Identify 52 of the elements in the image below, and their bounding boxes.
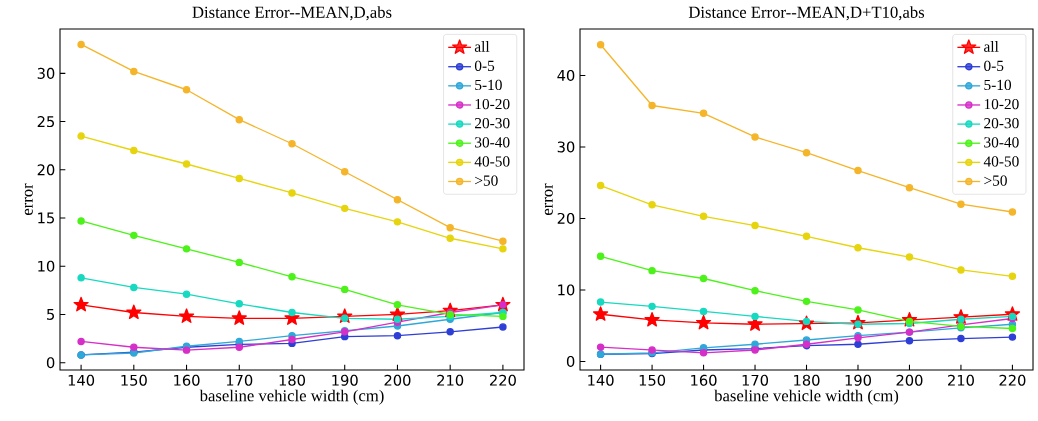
legend-label: all: [984, 41, 999, 52]
x-tick-label: 180: [794, 374, 820, 386]
x-tick-label: 220: [999, 374, 1026, 386]
legend-label: 10-20: [475, 98, 510, 110]
legend-label: 10-20: [984, 98, 1019, 110]
legend-label: 40-50: [474, 156, 510, 167]
y-tick-label: 40: [557, 69, 575, 82]
y-tick-label: 10: [558, 284, 575, 296]
x-tick-label: 210: [948, 374, 974, 386]
x-tick-label: 220: [489, 374, 516, 386]
y-tick-label: 20: [37, 164, 55, 176]
legend-label: 0-5: [474, 60, 495, 71]
x-tick-label: 170: [226, 374, 253, 386]
legend-label: 5-10: [984, 79, 1012, 91]
x-tick-label: 180: [279, 374, 305, 386]
x-tick-label: 150: [639, 374, 666, 386]
y-axis-title: error: [24, 183, 33, 216]
x-axis-title: baseline vehicle width (cm): [199, 389, 384, 405]
x-tick-label: 190: [332, 374, 358, 386]
chart-title: Distance Error--MEAN,D,abs: [192, 6, 392, 21]
legend-label: all: [474, 41, 490, 52]
y-tick-label: 30: [557, 141, 575, 153]
legend-label: >50: [984, 175, 1007, 186]
legend-label: 5-10: [475, 79, 502, 91]
x-tick-label: 200: [896, 374, 923, 386]
y-tick-label: 30: [37, 67, 55, 79]
x-tick-label: 140: [68, 374, 95, 386]
y-tick-label: 10: [38, 260, 55, 272]
x-tick-label: 160: [691, 374, 717, 386]
x-tick-label: 170: [742, 374, 769, 386]
legend-label: >50: [475, 175, 498, 186]
y-tick-label: 5: [47, 309, 55, 320]
legend-label: 40-50: [983, 156, 1019, 167]
y-axis-title: error: [544, 183, 553, 216]
legend-label: 0-5: [984, 60, 1004, 71]
x-axis-title: baseline vehicle width (cm): [714, 389, 899, 405]
x-tick-label: 150: [121, 374, 147, 386]
y-tick-label: 15: [38, 212, 55, 224]
x-tick-label: 160: [174, 374, 200, 386]
legend-label: 30-40: [984, 137, 1019, 148]
y-tick-label: 25: [37, 116, 55, 128]
y-tick-label: 20: [557, 212, 575, 224]
x-tick-label: 190: [845, 374, 871, 386]
x-tick-label: 200: [384, 374, 411, 386]
y-tick-label: 0: [566, 355, 575, 367]
legend-label: 20-30: [984, 118, 1019, 129]
x-tick-label: 210: [437, 374, 464, 386]
legend-label: 30-40: [475, 137, 510, 148]
chart-title: Distance Error--MEAN,D+T10,abs: [688, 6, 925, 21]
y-tick-label: 0: [46, 357, 55, 369]
x-tick-label: 140: [588, 374, 614, 386]
legend-label: 20-30: [475, 118, 510, 129]
